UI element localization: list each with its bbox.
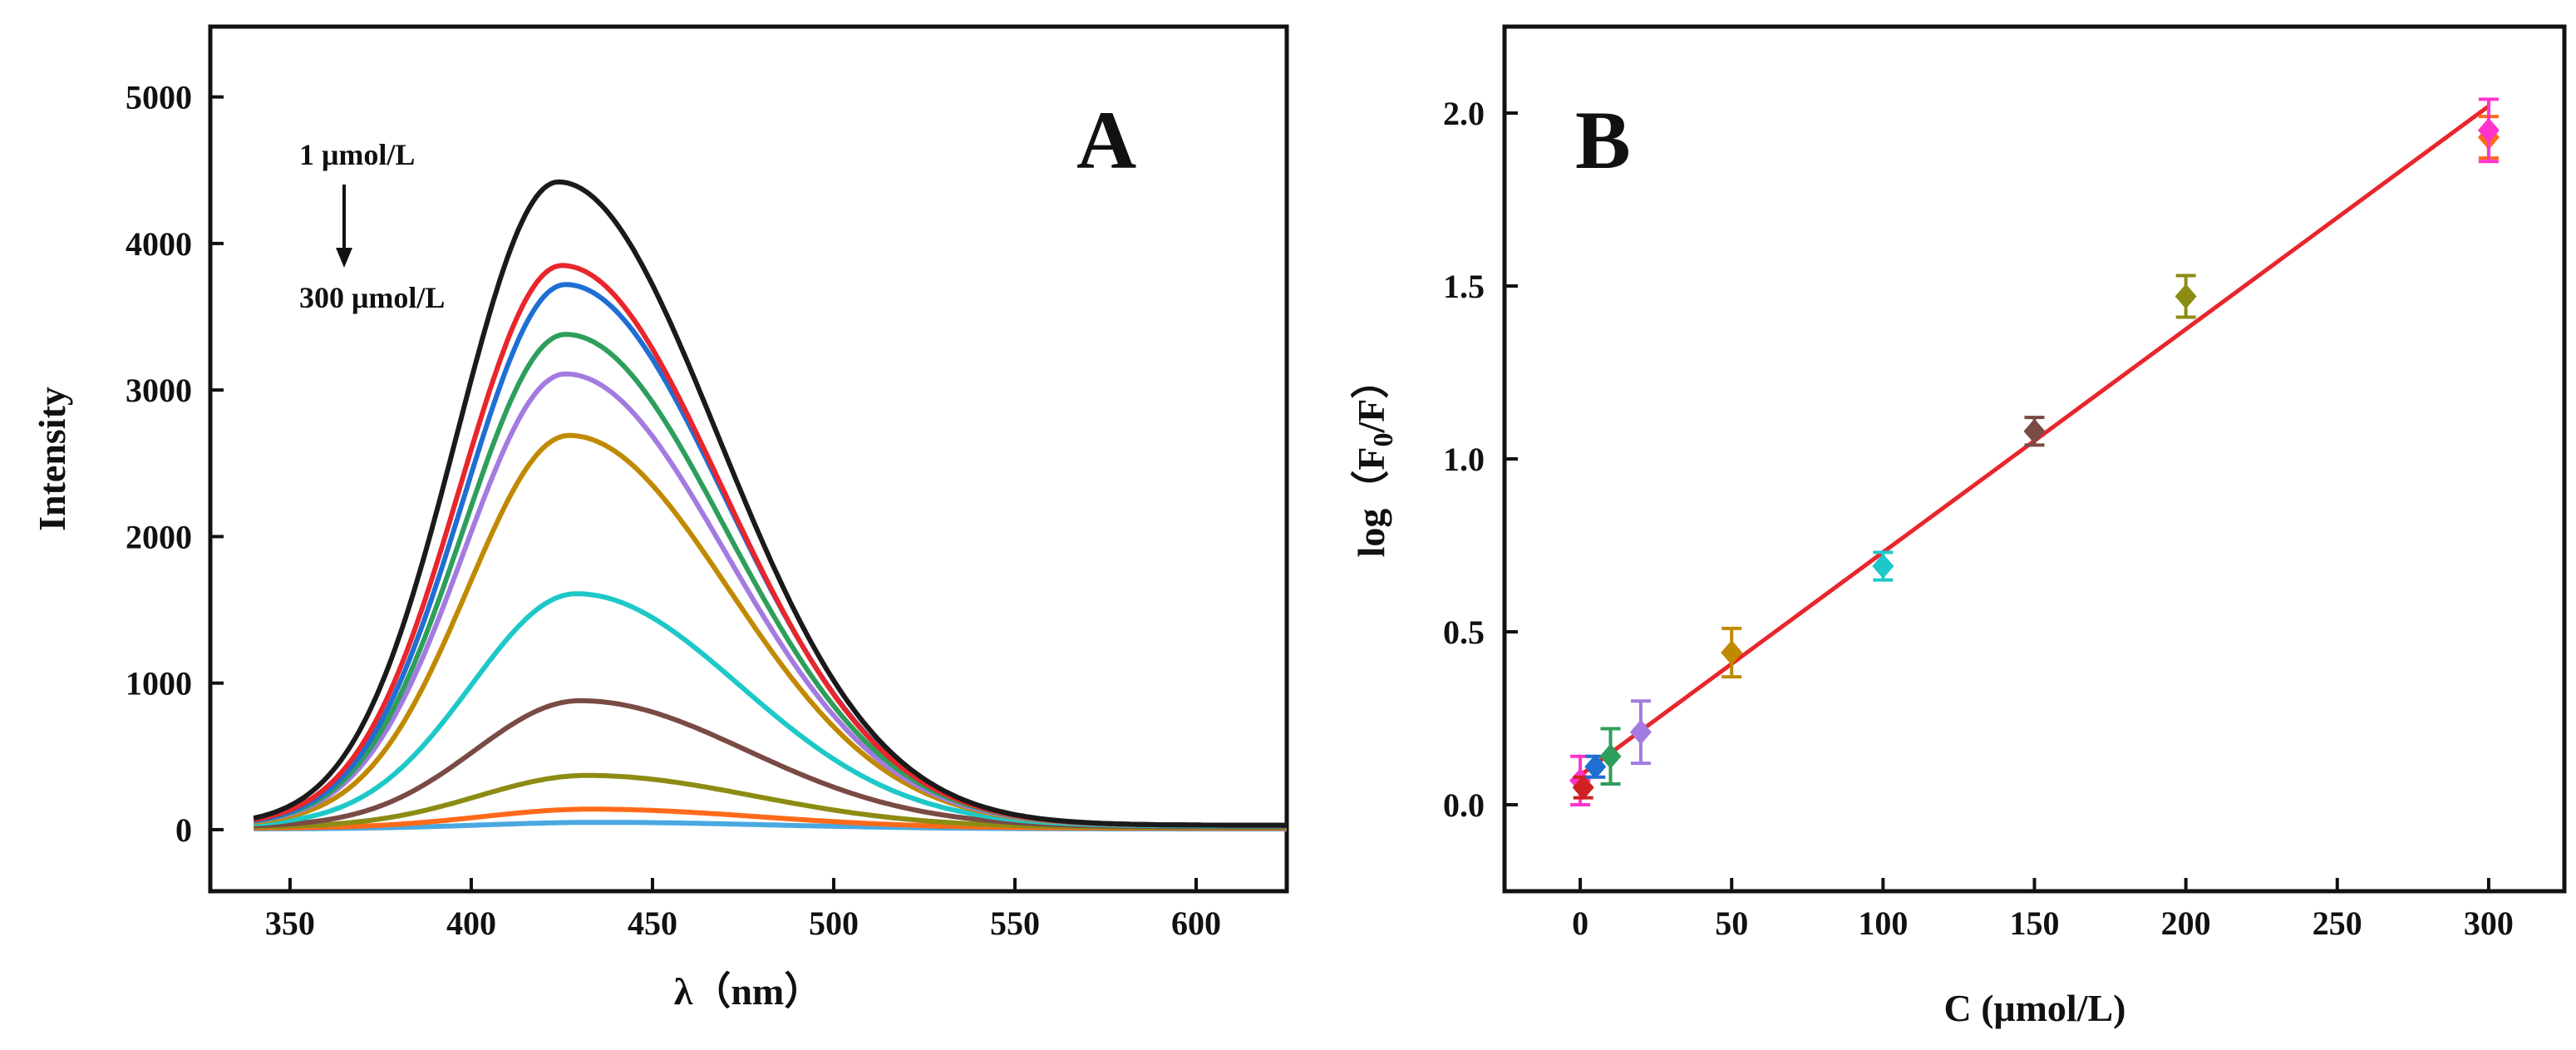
- panel-b-x-tick-label: 50: [1715, 905, 1748, 942]
- panel-a-annotation-end: 300 μmol/L: [299, 281, 445, 314]
- panel-b-y-tick-label: 0.5: [1443, 614, 1485, 651]
- panel-b-data-point-5: [1721, 626, 1743, 679]
- panel-b-x-tick-label: 300: [2464, 905, 2514, 942]
- panel-b-diamond-marker: [1721, 639, 1743, 665]
- panel-b-label: B: [1575, 94, 1631, 186]
- panel-a-x-tick-label: 600: [1171, 905, 1221, 942]
- panel-b-x-tick-label: 200: [2161, 905, 2211, 942]
- panel-b-x-axis-label: C (μmol/L): [1944, 987, 2126, 1029]
- panel-b-y-tick-label: 2.0: [1443, 95, 1485, 132]
- panel-b-x-tick-label: 100: [1858, 905, 1908, 942]
- panel-b-diamond-marker: [1572, 775, 1594, 801]
- panel-a-x-tick-label: 400: [446, 905, 496, 942]
- panel-a-annotation-start: 1 μmol/L: [299, 138, 415, 171]
- panel-b-y-tick-label: 1.0: [1443, 441, 1485, 478]
- panel-b-y-label-prefix: log（F: [1350, 447, 1392, 558]
- panel-a-x-tick-label: 500: [809, 905, 859, 942]
- panel-b-y-tick-label: 0.0: [1443, 786, 1485, 824]
- panel-b-data-point-6: [1872, 550, 1894, 582]
- panel-b-x-tick-label: 0: [1572, 905, 1588, 942]
- panel-a-x-tick-label: 550: [990, 905, 1040, 942]
- panel-a-y-ticks: 0 1000 2000 3000 4000 5000: [126, 79, 224, 849]
- panel-a-spectra-curves: [253, 179, 1287, 832]
- panel-b-data-point-3: [1599, 727, 1622, 786]
- panel-b-x-ticks: 0 50 100 150 200 250 300: [1572, 878, 2514, 942]
- panel-a-spectra-chart: 0 1000 2000 3000 4000 5000 350 400 450 500 550 600…: [31, 24, 1289, 1013]
- panel-b-diamond-marker: [1584, 754, 1607, 780]
- panel-b-data-points: [1569, 97, 2500, 806]
- panel-b-diamond-marker: [2175, 283, 2197, 309]
- panel-b-y-axis-label: log（F0/F）: [1350, 361, 1399, 558]
- panel-a-annotation-arrowhead: [336, 248, 352, 268]
- panel-b-calibration-chart: 0.0 0.5 1.0 1.5 2.0 0 50 100 150 200 250 300 B log…: [1350, 24, 2567, 1029]
- panel-b-y-tick-label: 1.5: [1443, 268, 1485, 305]
- panel-a-plot-frame: [208, 24, 1289, 894]
- panel-b-data-point-7: [2023, 416, 2046, 447]
- panel-b-diamond-marker: [2023, 418, 2046, 444]
- panel-b-data-point-8: [2175, 274, 2197, 319]
- panel-a-x-axis-label: λ（nm）: [674, 970, 823, 1013]
- panel-b-y-label-subscript: 0: [1368, 433, 1399, 447]
- panel-b-diamond-marker: [1872, 553, 1894, 579]
- panel-b-diamond-marker: [1599, 743, 1622, 769]
- panel-b-y-ticks: 0.0 0.5 1.0 1.5 2.0: [1443, 95, 1518, 824]
- panel-a-x-tick-label: 350: [265, 905, 315, 942]
- panel-a-y-axis-label: Intensity: [31, 387, 73, 531]
- panel-b-x-tick-label: 150: [2010, 905, 2060, 942]
- panel-a-label: A: [1076, 94, 1136, 186]
- panel-b-y-label-suffix: /F）: [1350, 361, 1392, 434]
- panel-a-y-tick-label: 1000: [126, 665, 192, 702]
- panel-b-data-point-10: [2477, 97, 2500, 164]
- panel-a-y-tick-label: 5000: [126, 79, 192, 116]
- panel-a-x-ticks: 350 400 450 500 550 600: [265, 878, 1221, 942]
- panel-a-y-tick-label: 0: [175, 811, 192, 849]
- panel-a-y-tick-label: 4000: [126, 225, 192, 263]
- panel-b-diamond-marker: [2477, 117, 2500, 143]
- panel-a-spectrum-curve-0: [253, 179, 1287, 828]
- panel-b-data-point-4: [1629, 699, 1652, 766]
- panel-a-y-tick-label: 2000: [126, 518, 192, 555]
- panel-a-y-tick-label: 3000: [126, 372, 192, 409]
- panel-b-x-tick-label: 250: [2312, 905, 2362, 942]
- panel-b-diamond-marker: [1629, 719, 1652, 745]
- panel-a-x-tick-label: 450: [628, 905, 677, 942]
